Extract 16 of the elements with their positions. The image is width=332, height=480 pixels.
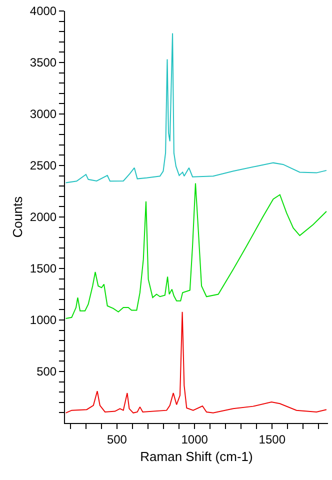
y-tick-label: 500	[36, 364, 57, 379]
line-series	[65, 311, 327, 414]
x-tick-label: 500	[106, 432, 128, 446]
y-axis-title: Counts	[10, 196, 25, 238]
y-tick-label: 2500	[30, 158, 57, 173]
y-tick-label: 2000	[30, 210, 57, 224]
line-series	[65, 32, 327, 184]
x-axis-title: Raman Shift (cm-1)	[140, 449, 253, 464]
y-tick-label: 1500	[30, 262, 57, 276]
y-tick-label: 1000	[30, 313, 57, 328]
line-series	[65, 182, 327, 319]
y-tick-label: 3000	[30, 107, 57, 122]
y-tick-label: 3500	[30, 56, 57, 70]
x-tick-label: 1000	[181, 432, 208, 446]
x-tick-label: 1500	[258, 432, 286, 446]
y-tick-label: 4000	[30, 4, 57, 18]
